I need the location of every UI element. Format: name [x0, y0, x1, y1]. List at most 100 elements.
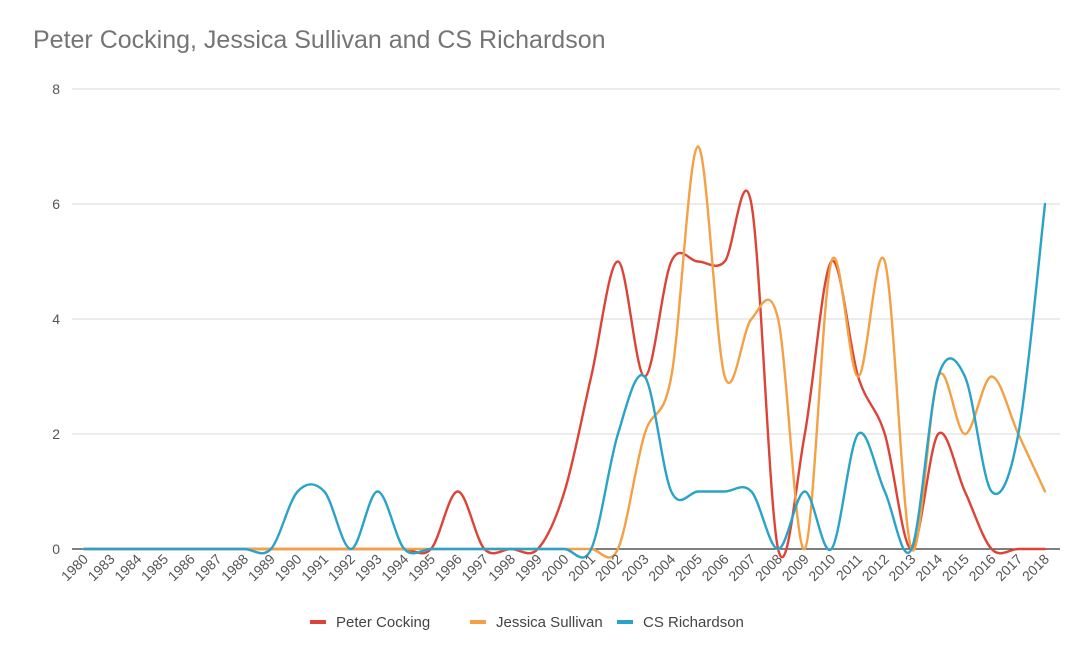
x-tick-label: 1987 [191, 551, 224, 584]
data-point-jessica-sullivan [375, 547, 380, 552]
data-point-cs-richardson [1016, 432, 1021, 437]
data-point-cs-richardson [242, 547, 247, 552]
data-point-cs-richardson [722, 489, 727, 494]
data-point-cs-richardson [562, 547, 567, 552]
data-point-cs-richardson [162, 547, 167, 552]
data-point-jessica-sullivan [1043, 489, 1048, 494]
series-line-peter-cocking [82, 189, 1047, 559]
x-tick-label: 2011 [833, 551, 866, 584]
data-point-cs-richardson [1043, 202, 1048, 207]
data-point-peter-cocking [562, 489, 567, 494]
data-point-cs-richardson [882, 489, 887, 494]
data-point-peter-cocking [696, 259, 701, 264]
data-point-cs-richardson [936, 374, 941, 379]
y-tick-label: 8 [52, 81, 60, 97]
x-tick-label: 2013 [885, 551, 918, 584]
data-point-cs-richardson [909, 547, 914, 552]
chart-title: Peter Cocking, Jessica Sullivan and CS R… [33, 26, 606, 54]
data-point-peter-cocking [669, 259, 674, 264]
data-point-cs-richardson [535, 547, 540, 552]
x-tick-label: 1986 [165, 551, 198, 584]
legend-label: Peter Cocking [336, 614, 430, 631]
x-tick-label: 1985 [138, 551, 171, 584]
x-tick-label: 1991 [298, 551, 331, 584]
data-point-peter-cocking [615, 259, 620, 264]
data-point-cs-richardson [322, 489, 327, 494]
x-tick-label: 1998 [485, 551, 518, 584]
x-tick-label: 2005 [672, 551, 705, 584]
x-tick-label: 1996 [431, 551, 464, 584]
data-point-peter-cocking [989, 547, 994, 552]
data-point-cs-richardson [482, 547, 487, 552]
data-point-cs-richardson [963, 374, 968, 379]
x-tick-label: 1990 [271, 551, 304, 584]
data-point-peter-cocking [963, 489, 968, 494]
x-tick-label: 1988 [218, 551, 251, 584]
data-point-cs-richardson [349, 547, 354, 552]
x-tick-label: 1994 [378, 551, 411, 584]
x-tick-label: 1997 [458, 551, 491, 584]
x-tick-label: 1992 [325, 551, 358, 584]
x-tick-label: 2014 [912, 551, 945, 584]
legend-item-peter-cocking[interactable]: Peter Cocking [310, 614, 430, 631]
x-tick-label: 2015 [939, 551, 972, 584]
data-point-peter-cocking [722, 259, 727, 264]
data-point-cs-richardson [82, 547, 87, 552]
gridlines [72, 88, 1060, 550]
y-tick-label: 6 [52, 196, 60, 212]
y-tick-label: 2 [52, 426, 60, 442]
data-point-cs-richardson [802, 489, 807, 494]
data-point-cs-richardson [669, 489, 674, 494]
data-point-cs-richardson [856, 432, 861, 437]
y-tick-label: 4 [52, 311, 60, 327]
data-point-cs-richardson [188, 547, 193, 552]
x-tick-label: 2000 [538, 551, 571, 584]
x-tick-label: 2010 [805, 551, 838, 584]
data-point-cs-richardson [696, 489, 701, 494]
legend-item-cs-richardson[interactable]: CS Richardson [617, 614, 744, 631]
data-point-jessica-sullivan [615, 547, 620, 552]
data-point-cs-richardson [509, 547, 514, 552]
series-line-jessica-sullivan [82, 145, 1047, 559]
data-point-jessica-sullivan [776, 317, 781, 322]
legend: Peter Cocking Jessica Sullivan CS Richards… [310, 614, 744, 631]
legend-item-jessica-sullivan[interactable]: Jessica Sullivan [470, 614, 603, 631]
x-tick-label: 1999 [512, 551, 545, 584]
data-point-jessica-sullivan [749, 317, 754, 322]
x-tick-label: 2017 [992, 551, 1025, 584]
data-point-jessica-sullivan [322, 547, 327, 552]
series-line-cs-richardson [82, 202, 1047, 559]
x-tick-label: 2007 [725, 551, 758, 584]
x-tick-label: 1989 [245, 551, 278, 584]
data-point-cs-richardson [268, 547, 273, 552]
y-tick-label: 0 [52, 541, 60, 557]
data-point-cs-richardson [989, 489, 994, 494]
data-point-peter-cocking [802, 432, 807, 437]
x-tick-label: 2001 [565, 551, 598, 584]
data-point-cs-richardson [375, 489, 380, 494]
x-tick-label: 2006 [698, 551, 731, 584]
data-point-jessica-sullivan [722, 374, 727, 379]
data-point-peter-cocking [589, 374, 594, 379]
data-point-jessica-sullivan [802, 547, 807, 552]
x-tick-label: 2003 [618, 551, 651, 584]
data-point-jessica-sullivan [696, 144, 701, 149]
x-tick-label: 2012 [859, 551, 892, 584]
data-point-cs-richardson [776, 547, 781, 552]
data-point-jessica-sullivan [856, 374, 861, 379]
data-point-jessica-sullivan [669, 374, 674, 379]
data-point-jessica-sullivan [963, 432, 968, 437]
legend-label: CS Richardson [643, 614, 744, 631]
x-axis: 1980198319841985198619871988198919901991… [58, 551, 1052, 584]
data-point-cs-richardson [642, 374, 647, 379]
data-point-cs-richardson [402, 547, 407, 552]
x-tick-label: 2016 [965, 551, 998, 584]
series-lines [82, 144, 1048, 559]
data-point-peter-cocking [882, 432, 887, 437]
data-point-cs-richardson [455, 547, 460, 552]
data-point-jessica-sullivan [642, 432, 647, 437]
data-point-peter-cocking [936, 432, 941, 437]
x-tick-label: 1983 [84, 551, 117, 584]
data-point-peter-cocking [1016, 547, 1021, 552]
data-point-cs-richardson [135, 547, 140, 552]
